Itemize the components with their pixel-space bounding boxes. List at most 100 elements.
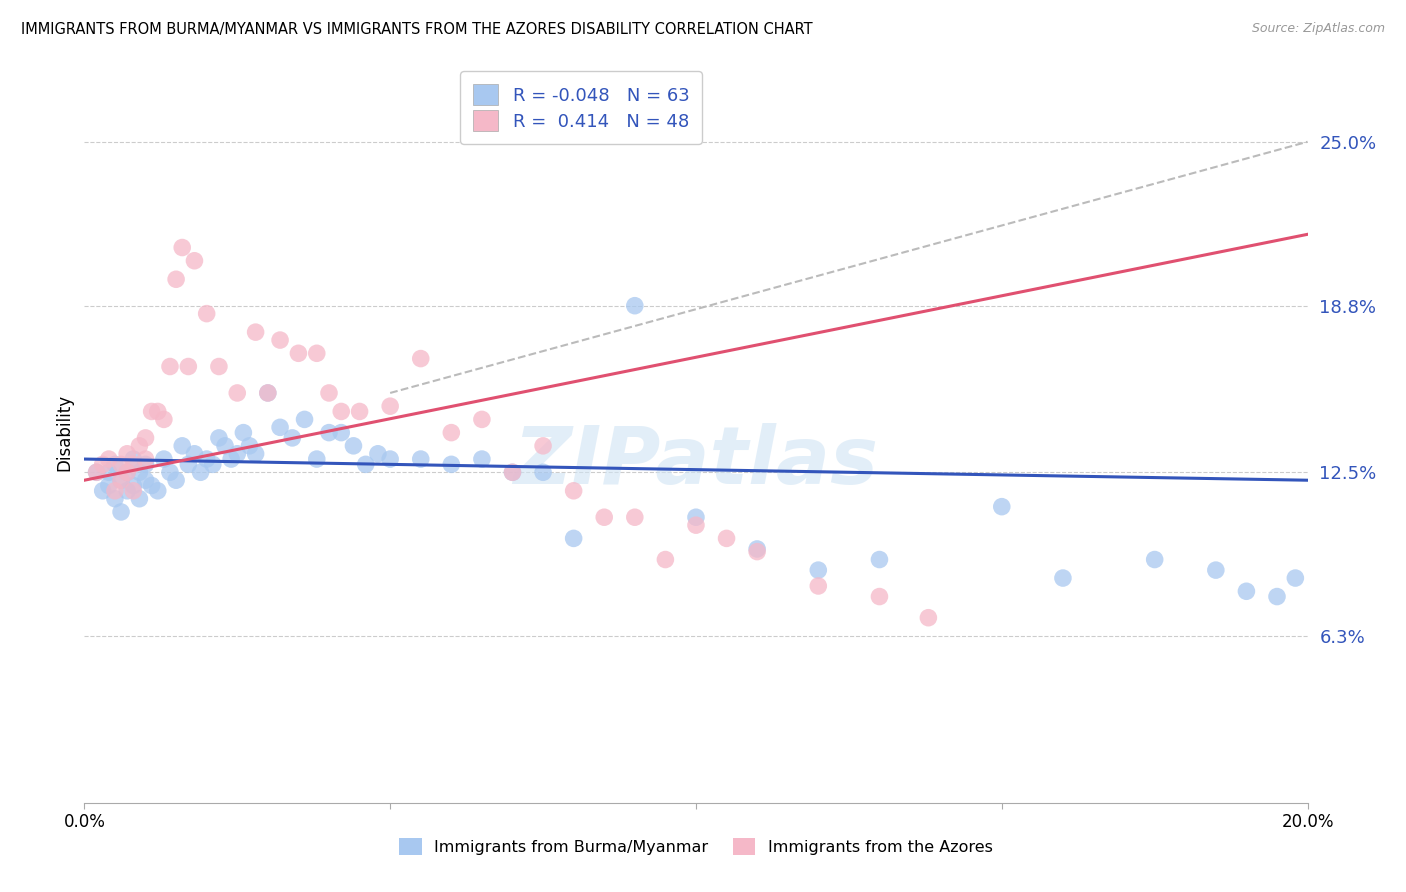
Point bbox=[122, 478, 145, 492]
Point bbox=[318, 425, 340, 440]
Point bbox=[97, 452, 120, 467]
Point bbox=[245, 447, 267, 461]
Point bbox=[141, 404, 163, 418]
Point bbox=[305, 346, 328, 360]
Point bbox=[716, 532, 738, 546]
Point bbox=[159, 359, 181, 374]
Point bbox=[342, 439, 364, 453]
Point bbox=[115, 465, 138, 479]
Point bbox=[91, 483, 114, 498]
Point bbox=[195, 452, 218, 467]
Point bbox=[807, 579, 830, 593]
Point bbox=[128, 439, 150, 453]
Point bbox=[869, 552, 891, 566]
Point bbox=[1284, 571, 1306, 585]
Text: ZIPatlas: ZIPatlas bbox=[513, 423, 879, 501]
Point bbox=[747, 541, 769, 556]
Point bbox=[562, 483, 585, 498]
Point bbox=[281, 431, 304, 445]
Point bbox=[153, 452, 176, 467]
Point bbox=[110, 458, 132, 472]
Point bbox=[195, 307, 218, 321]
Point bbox=[471, 452, 494, 467]
Point bbox=[318, 386, 340, 401]
Point bbox=[238, 439, 260, 453]
Point bbox=[115, 465, 138, 479]
Point bbox=[531, 465, 554, 479]
Point bbox=[747, 544, 769, 558]
Point bbox=[1143, 552, 1166, 566]
Point bbox=[917, 610, 939, 624]
Point bbox=[531, 439, 554, 453]
Point bbox=[146, 404, 169, 418]
Point bbox=[104, 491, 127, 506]
Point bbox=[208, 359, 231, 374]
Point bbox=[257, 386, 280, 401]
Point bbox=[201, 458, 224, 472]
Point bbox=[294, 412, 316, 426]
Point bbox=[471, 412, 494, 426]
Point bbox=[91, 458, 114, 472]
Point bbox=[177, 458, 200, 472]
Point bbox=[991, 500, 1014, 514]
Point bbox=[172, 241, 194, 255]
Point bbox=[257, 386, 280, 401]
Point bbox=[86, 465, 108, 479]
Point bbox=[330, 404, 353, 418]
Point bbox=[869, 590, 891, 604]
Point bbox=[1236, 584, 1258, 599]
Point bbox=[245, 325, 267, 339]
Point bbox=[226, 386, 249, 401]
Point bbox=[502, 465, 524, 479]
Point bbox=[367, 447, 389, 461]
Point bbox=[177, 359, 200, 374]
Point bbox=[305, 452, 328, 467]
Point bbox=[624, 299, 647, 313]
Point bbox=[165, 272, 187, 286]
Point bbox=[380, 452, 402, 467]
Point bbox=[135, 458, 157, 472]
Point bbox=[269, 420, 291, 434]
Point bbox=[226, 447, 249, 461]
Point bbox=[110, 473, 132, 487]
Point bbox=[122, 458, 145, 472]
Point bbox=[440, 425, 463, 440]
Point bbox=[153, 412, 176, 426]
Point bbox=[141, 478, 163, 492]
Point bbox=[409, 452, 432, 467]
Point bbox=[183, 447, 205, 461]
Point bbox=[807, 563, 830, 577]
Point bbox=[409, 351, 432, 366]
Text: Source: ZipAtlas.com: Source: ZipAtlas.com bbox=[1251, 22, 1385, 36]
Point bbox=[654, 552, 676, 566]
Point bbox=[128, 465, 150, 479]
Point bbox=[115, 447, 138, 461]
Point bbox=[146, 483, 169, 498]
Y-axis label: Disability: Disability bbox=[55, 394, 73, 471]
Point bbox=[1052, 571, 1074, 585]
Point bbox=[562, 532, 585, 546]
Point bbox=[128, 491, 150, 506]
Point bbox=[135, 473, 157, 487]
Point bbox=[1205, 563, 1227, 577]
Point bbox=[110, 473, 132, 487]
Point bbox=[269, 333, 291, 347]
Point bbox=[122, 452, 145, 467]
Point bbox=[354, 458, 377, 472]
Point bbox=[593, 510, 616, 524]
Point bbox=[159, 465, 181, 479]
Point bbox=[349, 404, 371, 418]
Point bbox=[624, 510, 647, 524]
Point bbox=[110, 505, 132, 519]
Point bbox=[122, 483, 145, 498]
Point bbox=[97, 478, 120, 492]
Point bbox=[183, 253, 205, 268]
Point bbox=[287, 346, 309, 360]
Point bbox=[135, 452, 157, 467]
Point bbox=[208, 431, 231, 445]
Point bbox=[330, 425, 353, 440]
Point bbox=[214, 439, 236, 453]
Point bbox=[440, 458, 463, 472]
Point bbox=[135, 431, 157, 445]
Point bbox=[685, 518, 707, 533]
